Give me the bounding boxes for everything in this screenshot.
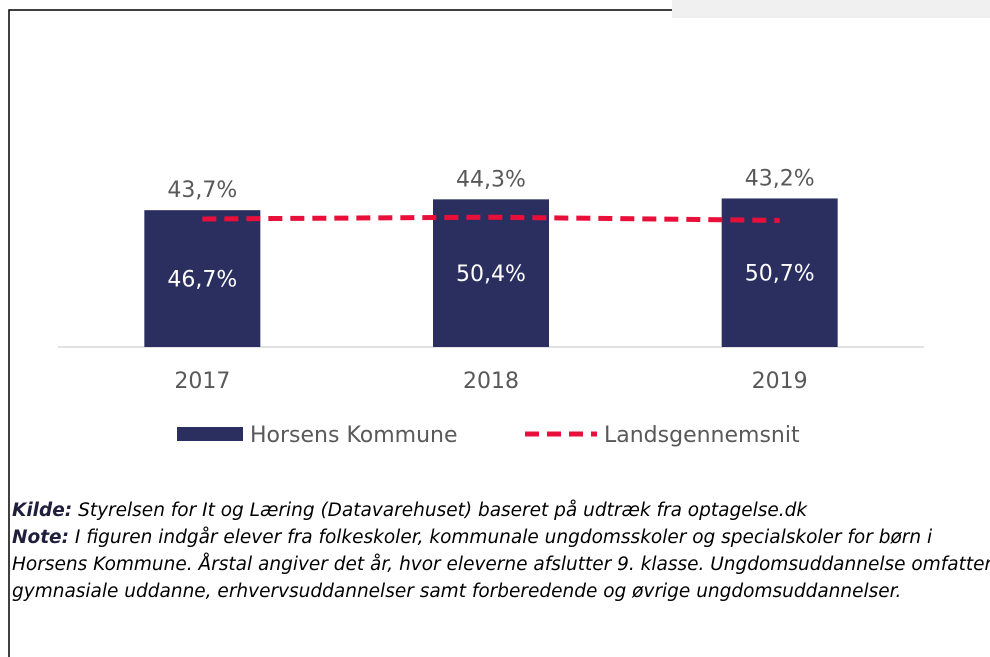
legend-label: Landsgennemsnit: [604, 423, 800, 448]
notes: Kilde: Styrelsen for It og Læring (Datav…: [12, 497, 990, 605]
background-patch: [672, 0, 990, 18]
legend-label: Horsens Kommune: [250, 423, 458, 448]
x-tick-label: 2019: [752, 369, 808, 394]
note-label: Note:: [12, 527, 69, 548]
note: Kilde: Styrelsen for It og Læring (Datav…: [12, 497, 990, 524]
note: Note: I figuren indgår elever fra folkes…: [12, 524, 990, 605]
line-value-label: 43,2%: [745, 166, 815, 191]
line: [202, 214, 780, 223]
note-text: I figuren indgår elever fra folkeskoler,…: [12, 527, 990, 602]
bar: [144, 210, 261, 347]
bar: [433, 199, 549, 347]
note-label: Kilde:: [12, 500, 73, 521]
frame: [8, 9, 672, 657]
bar-value-label: 50,4%: [456, 262, 526, 287]
note-text: Styrelsen for It og Læring (Datavarehuse…: [72, 500, 808, 521]
bar-value-label: 50,7%: [745, 262, 815, 287]
bar-value-label: 46,7%: [167, 268, 237, 293]
line-value-label: 44,3%: [456, 167, 526, 192]
line-value-label: 43,7%: [167, 178, 237, 203]
x-tick-label: 2018: [463, 369, 519, 394]
bar: [721, 198, 838, 347]
x-tick-label: 2017: [174, 369, 230, 394]
legend-swatch: [177, 427, 243, 441]
